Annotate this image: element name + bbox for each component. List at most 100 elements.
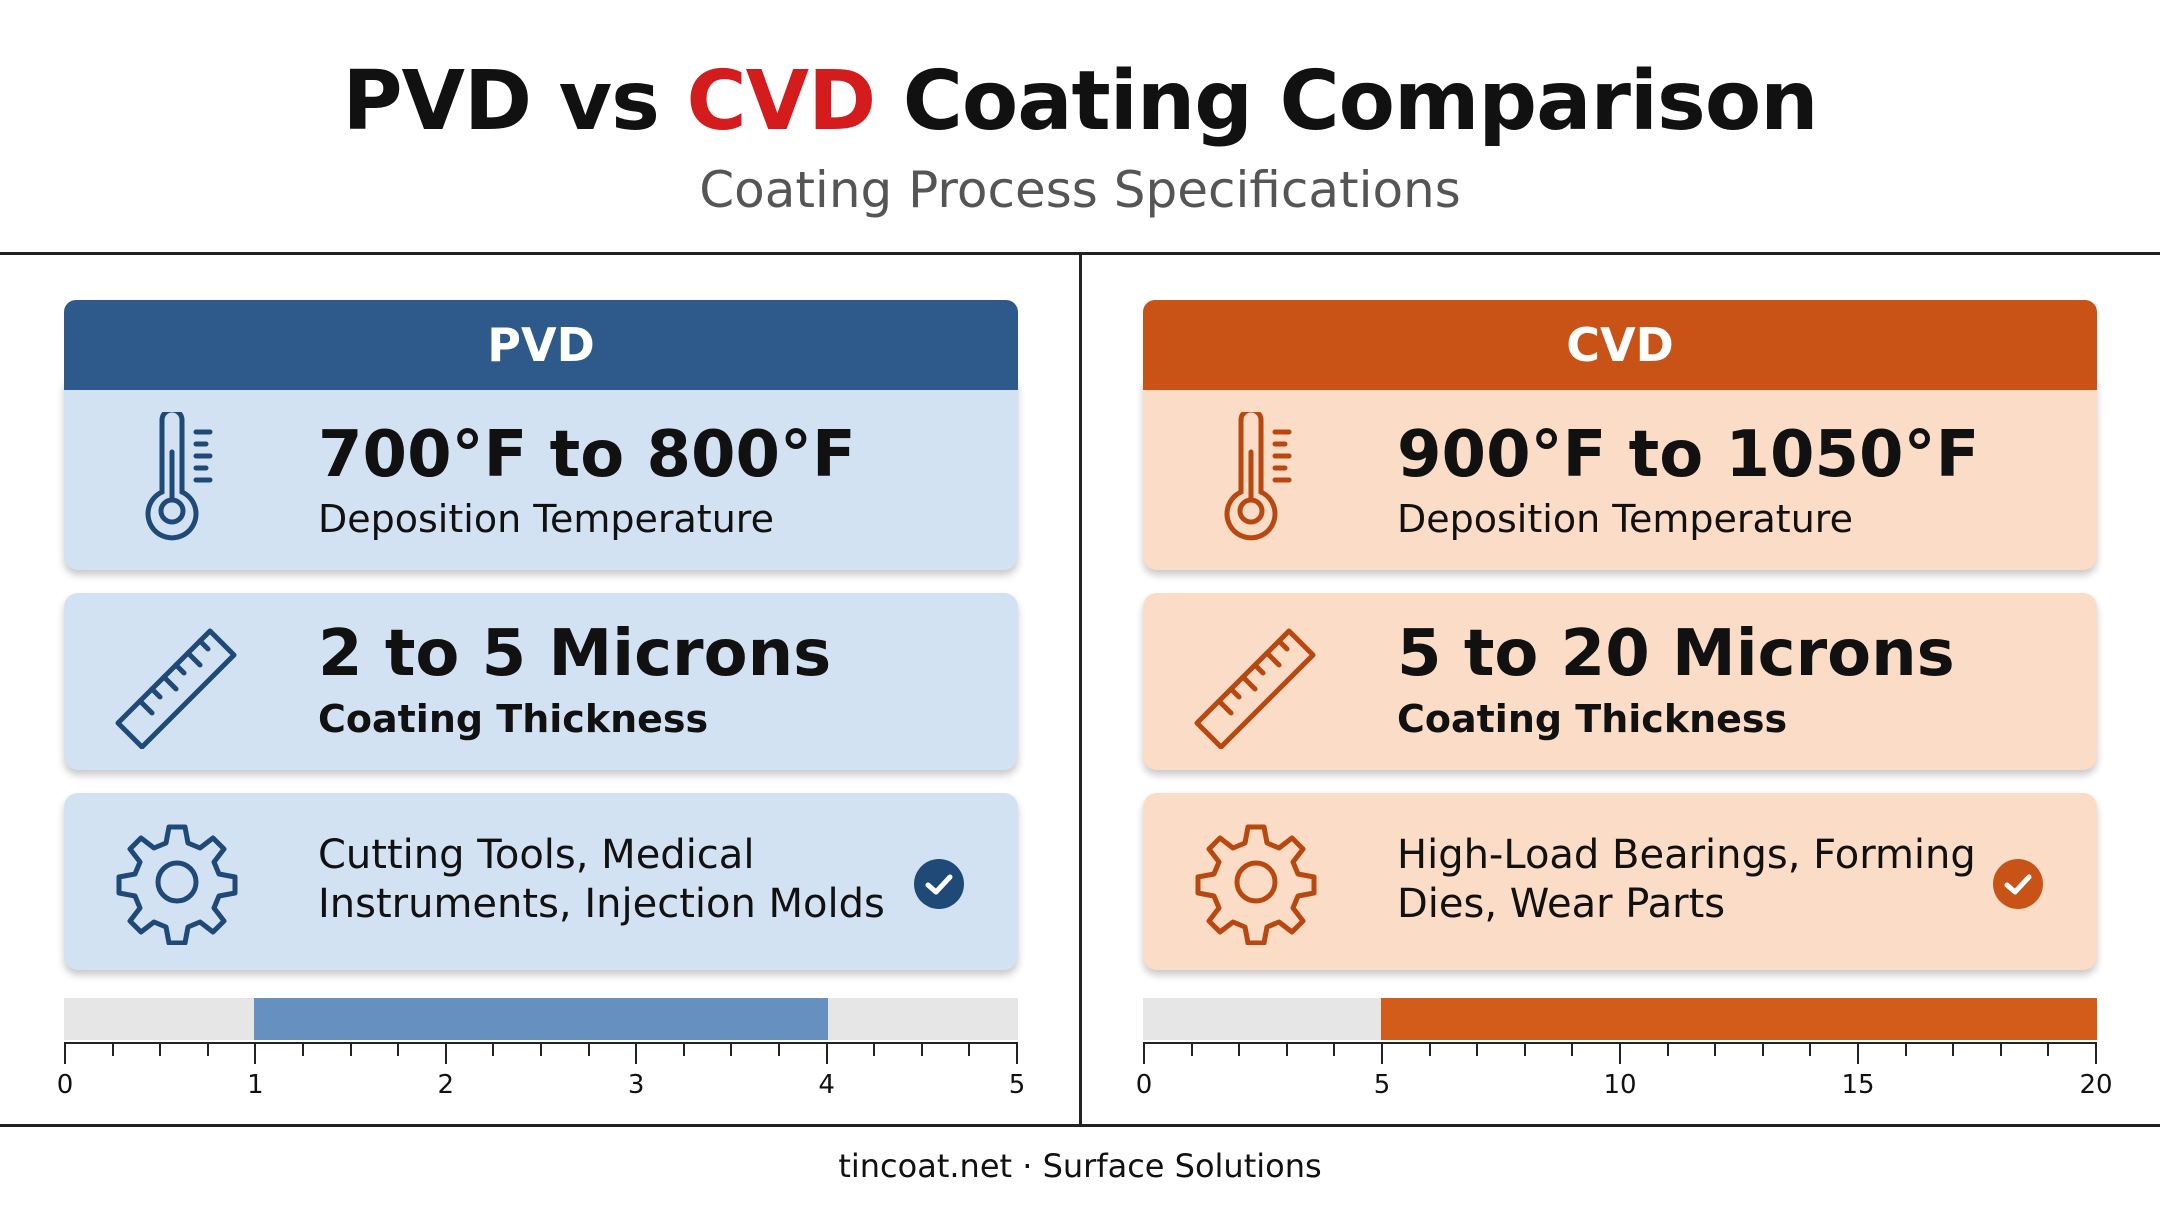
pvd-applications-line-2: Instruments, Injection Molds (318, 881, 885, 927)
gear-icon (1193, 819, 1319, 945)
page-title: PVD vs CVD Coating Comparison (0, 52, 2160, 152)
cvd-panel: CVD 900°F to 1050°F Deposition Temperatu… (1136, 300, 2113, 1100)
cvd-scale-axis: 0 5 10 15 20 (1136, 1042, 2113, 1112)
tick-label: 0 (1135, 1070, 1153, 1100)
page-subtitle: Coating Process Specifications (699, 161, 1461, 219)
minor-tick (968, 1042, 971, 1056)
title-accent: CVD (686, 54, 876, 149)
pvd-applications-line-1: Cutting Tools, Medical (318, 832, 755, 878)
minor-tick (1809, 1042, 1812, 1056)
ruler-icon (110, 615, 244, 749)
minor-tick (1999, 1042, 2002, 1056)
major-tick (1016, 1042, 1018, 1064)
cvd-temperature-value: 900°F to 1050°F (1397, 418, 1980, 492)
minor-tick (778, 1042, 780, 1056)
minor-tick (920, 1042, 923, 1056)
pvd-thickness-card: 2 to 5 Microns Coating Thickness (64, 593, 1018, 770)
cvd-thickness-range-fill (1381, 998, 2097, 1040)
minor-tick (1428, 1042, 1431, 1056)
pvd-thickness-scale-bar (64, 998, 1018, 1040)
minor-tick (1714, 1042, 1717, 1056)
minor-tick (730, 1042, 733, 1056)
minor-tick (111, 1042, 114, 1056)
major-tick (1143, 1042, 1145, 1064)
cvd-thickness-scale-bar (1143, 998, 2097, 1040)
minor-tick (682, 1042, 685, 1056)
tick-label: 5 (1373, 1070, 1391, 1100)
gear-icon (114, 819, 240, 945)
tick-label: 10 (1603, 1070, 1637, 1100)
pvd-applications-text: Cutting Tools, Medical Instruments, Inje… (318, 831, 885, 929)
minor-tick (1904, 1042, 1907, 1056)
pvd-thickness-range-fill (254, 998, 828, 1040)
major-tick (825, 1042, 828, 1064)
pvd-thickness-label: Coating Thickness (318, 697, 709, 741)
minor-tick (1285, 1042, 1288, 1056)
minor-tick (159, 1042, 162, 1056)
checkmark-icon (1993, 859, 2043, 909)
minor-tick (540, 1042, 542, 1056)
footer-text: tincoat.net · Surface Solutions (838, 1147, 1322, 1185)
minor-tick (1761, 1042, 1764, 1056)
pvd-scale-axis: 0 1 2 3 4 5 (57, 1042, 1025, 1112)
top-divider (0, 252, 2160, 255)
cvd-thickness-value: 5 to 20 Microns (1397, 617, 1955, 691)
pvd-thickness-value: 2 to 5 Microns (318, 617, 832, 691)
tick-label: 15 (1841, 1070, 1875, 1100)
tick-label: 0 (56, 1070, 74, 1100)
major-tick (254, 1042, 257, 1064)
thermometer-icon (1223, 412, 1303, 542)
minor-tick (1523, 1042, 1526, 1056)
checkmark-icon (914, 859, 964, 909)
minor-tick (1571, 1042, 1574, 1056)
minor-tick (1333, 1042, 1336, 1056)
pvd-panel: PVD 700°F to 800°F Deposition Temperatur… (57, 300, 1025, 1100)
minor-tick (206, 1042, 209, 1056)
cvd-temperature-card: 900°F to 1050°F Deposition Temperature (1143, 380, 2097, 570)
bottom-divider (0, 1124, 2160, 1127)
cvd-applications-card: High-Load Bearings, Forming Dies, Wear P… (1143, 793, 2097, 970)
major-tick (1381, 1042, 1383, 1064)
minor-tick (873, 1042, 876, 1056)
cvd-temperature-label: Deposition Temperature (1397, 497, 1853, 541)
minor-tick (1238, 1042, 1241, 1056)
major-tick (1619, 1042, 1621, 1064)
cvd-applications-line-1: High-Load Bearings, Forming (1397, 832, 1976, 878)
major-tick (635, 1042, 638, 1064)
pvd-header: PVD (64, 300, 1018, 390)
cvd-thickness-label: Coating Thickness (1397, 697, 1788, 741)
tick-label: 5 (1008, 1070, 1026, 1100)
minor-tick (349, 1042, 352, 1056)
tick-label: 3 (627, 1070, 645, 1100)
minor-tick (1476, 1042, 1479, 1056)
ruler-icon (1189, 615, 1323, 749)
major-tick (64, 1042, 66, 1064)
title-part-1: PVD vs (342, 54, 687, 149)
cvd-header: CVD (1143, 300, 2097, 390)
major-tick (2095, 1042, 2097, 1064)
pvd-applications-card: Cutting Tools, Medical Instruments, Inje… (64, 793, 1018, 970)
tick-label: 4 (818, 1070, 835, 1100)
pvd-temperature-value: 700°F to 800°F (318, 418, 856, 492)
thermometer-icon (144, 412, 224, 542)
pvd-temperature-card: 700°F to 800°F Deposition Temperature (64, 380, 1018, 570)
minor-tick (492, 1042, 495, 1056)
center-divider (1079, 255, 1082, 1125)
cvd-thickness-card: 5 to 20 Microns Coating Thickness (1143, 593, 2097, 770)
minor-tick (1190, 1042, 1193, 1056)
tick-label: 2 (437, 1070, 455, 1100)
minor-tick (397, 1042, 400, 1056)
minor-tick (2047, 1042, 2050, 1056)
cvd-applications-text: High-Load Bearings, Forming Dies, Wear P… (1397, 831, 1976, 929)
major-tick (1857, 1042, 1859, 1064)
minor-tick (587, 1042, 590, 1056)
pvd-temperature-label: Deposition Temperature (318, 497, 774, 541)
major-tick (444, 1042, 447, 1064)
tick-label: 1 (247, 1070, 264, 1100)
minor-tick (1952, 1042, 1955, 1056)
minor-tick (302, 1042, 304, 1056)
tick-label: 20 (2079, 1070, 2113, 1100)
cvd-applications-line-2: Dies, Wear Parts (1397, 881, 1726, 927)
title-part-2: Coating Comparison (875, 54, 1819, 149)
minor-tick (1666, 1042, 1669, 1056)
